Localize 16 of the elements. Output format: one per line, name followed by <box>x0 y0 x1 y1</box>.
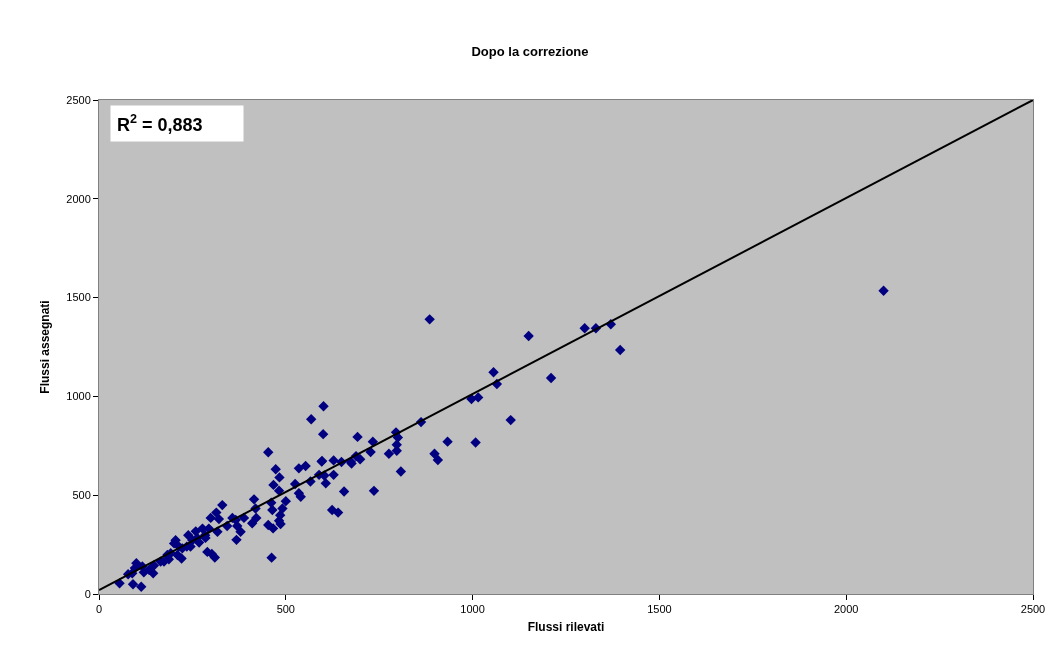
y-tick-label: 1000 <box>66 390 91 403</box>
y-tick-label: 1500 <box>66 291 91 304</box>
y-tick-label: 0 <box>84 587 91 600</box>
x-axis-title: Flussi rilevati <box>527 620 605 635</box>
x-tick-label: 1500 <box>647 603 672 616</box>
x-tick-label: 1000 <box>460 603 485 616</box>
annotation: R$^{2}$ = 0,883 <box>117 112 203 135</box>
chart-title: Dopo la correzione <box>471 43 589 59</box>
x-tick-label: 2500 <box>1020 603 1046 616</box>
x-tick-label: 500 <box>276 603 295 616</box>
y-axis-title: Flussi assegnati <box>37 300 52 394</box>
y-tick-label: 2000 <box>66 192 91 205</box>
x-tick-label: 0 <box>95 603 103 616</box>
y-tick-label: 500 <box>72 489 91 502</box>
x-tick-label: 2000 <box>833 603 859 616</box>
y-tick-label: 2500 <box>66 93 91 106</box>
